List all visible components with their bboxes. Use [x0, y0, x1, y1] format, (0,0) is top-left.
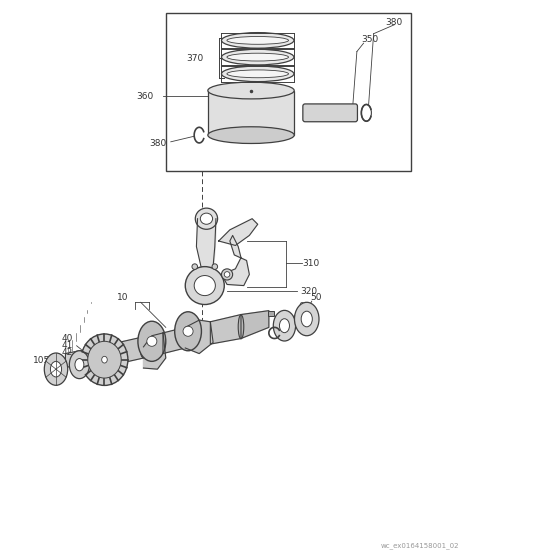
Ellipse shape — [208, 127, 294, 143]
Text: 70: 70 — [280, 320, 291, 329]
Ellipse shape — [227, 70, 288, 78]
Ellipse shape — [192, 264, 198, 269]
Polygon shape — [185, 320, 213, 353]
Polygon shape — [143, 333, 166, 369]
Text: 40: 40 — [62, 334, 73, 343]
Text: 310: 310 — [302, 259, 319, 268]
Polygon shape — [211, 315, 241, 344]
Text: 360: 360 — [137, 92, 154, 101]
Text: 350: 350 — [362, 35, 379, 44]
Ellipse shape — [222, 49, 294, 65]
Ellipse shape — [194, 276, 216, 296]
Ellipse shape — [227, 53, 288, 61]
Ellipse shape — [200, 213, 213, 224]
Ellipse shape — [175, 312, 202, 351]
Ellipse shape — [81, 334, 128, 385]
Ellipse shape — [208, 82, 294, 99]
Ellipse shape — [227, 36, 288, 44]
Ellipse shape — [222, 269, 232, 280]
FancyBboxPatch shape — [268, 311, 274, 316]
Ellipse shape — [50, 361, 62, 377]
Ellipse shape — [69, 351, 90, 379]
Ellipse shape — [195, 208, 218, 229]
FancyBboxPatch shape — [208, 91, 294, 135]
Ellipse shape — [88, 341, 121, 378]
Text: 41: 41 — [62, 341, 73, 350]
FancyBboxPatch shape — [303, 104, 357, 122]
Ellipse shape — [361, 105, 371, 121]
Ellipse shape — [140, 337, 147, 358]
Ellipse shape — [147, 336, 157, 346]
Ellipse shape — [212, 264, 218, 269]
Ellipse shape — [44, 353, 68, 385]
Text: wc_ex0164158001_02: wc_ex0164158001_02 — [380, 542, 459, 549]
Text: 10: 10 — [117, 293, 129, 302]
Text: 42: 42 — [62, 348, 73, 357]
Text: 105: 105 — [33, 356, 50, 365]
Bar — [166, 12, 411, 171]
Ellipse shape — [102, 356, 108, 363]
Polygon shape — [163, 328, 185, 353]
Ellipse shape — [222, 66, 294, 82]
Ellipse shape — [224, 272, 230, 277]
Text: 60: 60 — [298, 302, 310, 311]
Text: 50: 50 — [310, 293, 322, 302]
Ellipse shape — [295, 302, 319, 336]
Polygon shape — [241, 311, 269, 338]
Text: 380: 380 — [386, 17, 403, 26]
Polygon shape — [99, 337, 143, 368]
Ellipse shape — [273, 310, 296, 341]
Ellipse shape — [238, 315, 244, 339]
Ellipse shape — [75, 358, 84, 371]
Polygon shape — [219, 219, 258, 245]
Ellipse shape — [138, 321, 166, 361]
Ellipse shape — [222, 32, 294, 48]
Text: 320: 320 — [300, 287, 318, 296]
Polygon shape — [222, 235, 249, 286]
Text: 380: 380 — [149, 139, 166, 148]
Ellipse shape — [183, 326, 193, 336]
Polygon shape — [66, 347, 99, 367]
Ellipse shape — [301, 311, 312, 327]
Ellipse shape — [279, 319, 290, 333]
Ellipse shape — [185, 267, 224, 305]
Text: 370: 370 — [186, 54, 203, 63]
